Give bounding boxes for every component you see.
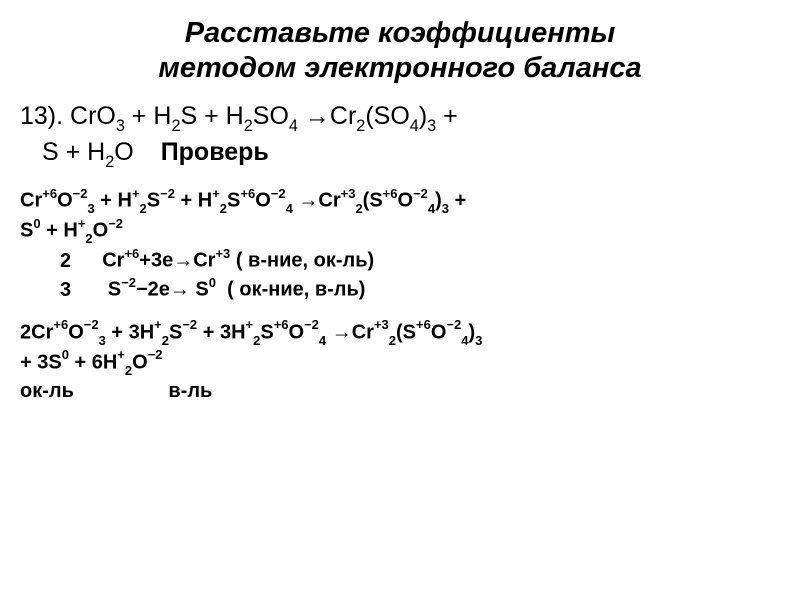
check-label: Проверь xyxy=(161,138,269,166)
half-reaction-1: 2 Cr+6+3e→Cr+3 ( в-ние, ок-ль) xyxy=(20,246,780,275)
reducer-label: в-ль xyxy=(168,380,212,402)
oxidizer-label: ок-ль xyxy=(20,380,74,402)
half1-coef: 2 xyxy=(60,248,80,275)
problem-eq-line2: S + H2O xyxy=(20,138,134,166)
solution-block: Cr+6O−23 + H+2S−2 + H+2S+6O−24 →Cr+32(S+… xyxy=(20,186,780,405)
problem-number: 13). xyxy=(20,102,63,130)
role-labels: ок-ль в-ль xyxy=(20,378,780,405)
oxstate-eq-line2: S0 + H+2O−2 xyxy=(20,216,780,246)
problem-block: 13). CrO3 + H2S + H2SO4 →Cr2(SO4)3 + S +… xyxy=(20,100,780,172)
page-title: Расставьте коэффициенты методом электрон… xyxy=(20,16,780,86)
balanced-eq-line2: + 3S0 + 6H+2O−2 xyxy=(20,348,780,378)
half-reaction-2: 3 S−2−2e→ S0 ( ок-ние, в-ль) xyxy=(20,275,780,304)
oxstate-eq-line1: Cr+6O−23 + H+2S−2 + H+2S+6O−24 →Cr+32(S+… xyxy=(20,186,780,216)
title-line-1: Расставьте коэффициенты xyxy=(185,17,616,49)
title-line-2: методом электронного баланса xyxy=(158,52,641,84)
balanced-eq-line1: 2Cr+6O−23 + 3H+2S−2 + 3H+2S+6O−24 →Cr+32… xyxy=(20,318,780,348)
half2-coef: 3 xyxy=(60,277,80,304)
problem-eq-line1: CrO3 + H2S + H2SO4 →Cr2(SO4)3 + xyxy=(70,102,458,130)
